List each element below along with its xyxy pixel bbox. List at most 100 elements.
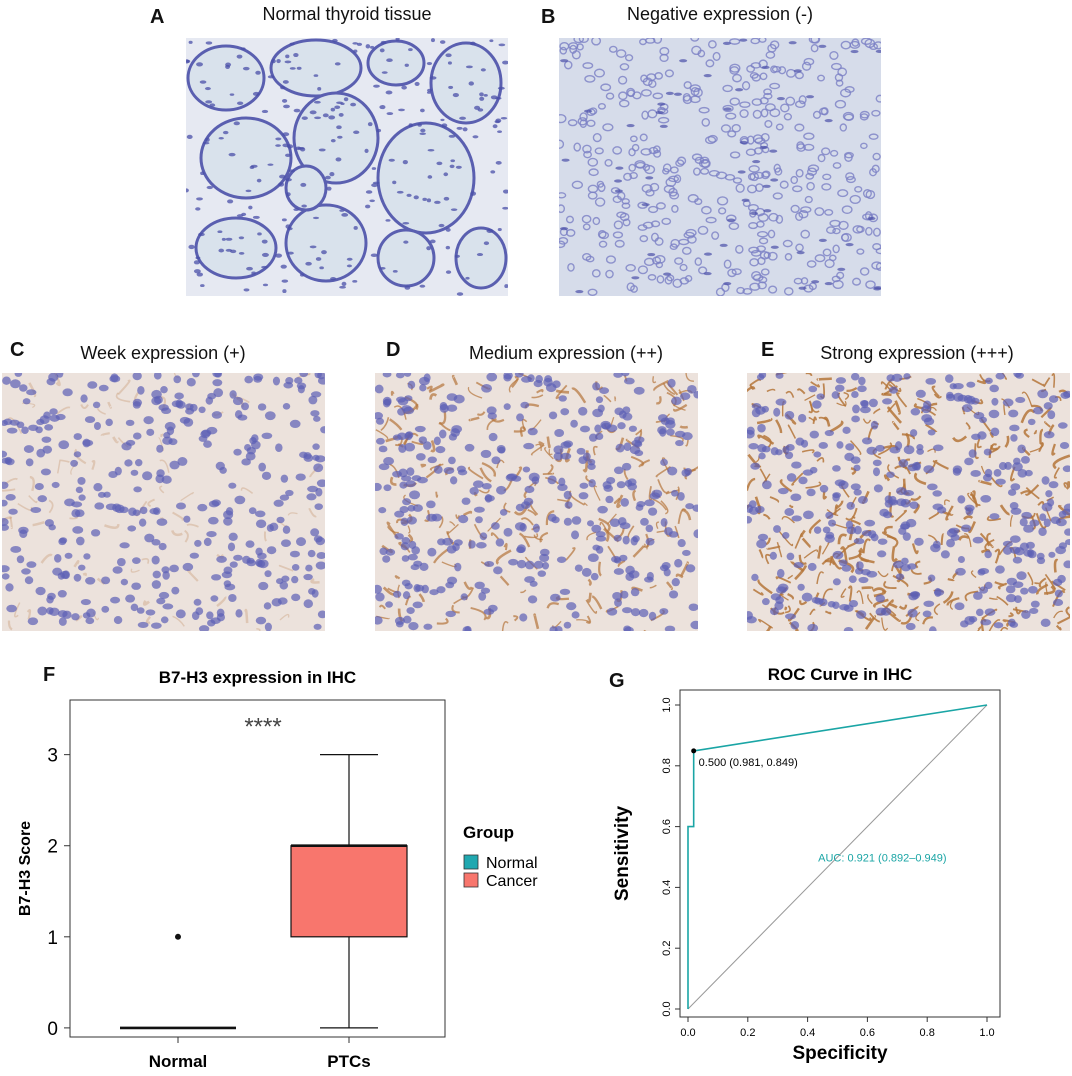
cell-nucleus bbox=[916, 448, 924, 454]
cell-nucleus bbox=[383, 484, 391, 491]
cell-nucleus bbox=[328, 115, 335, 119]
cell-nucleus bbox=[687, 385, 697, 394]
cell-nucleus bbox=[319, 148, 326, 151]
cell-nucleus bbox=[777, 569, 785, 578]
cell-nucleus bbox=[910, 429, 917, 437]
stromal-nucleus bbox=[679, 59, 687, 62]
cell-nucleus bbox=[239, 252, 245, 255]
cell-nucleus bbox=[572, 611, 580, 618]
cell-nucleus bbox=[426, 246, 431, 250]
cell-nucleus bbox=[771, 447, 779, 455]
cell-nucleus bbox=[578, 407, 587, 416]
cell-nucleus bbox=[368, 122, 373, 126]
membrane-stain bbox=[818, 379, 832, 380]
cell-nucleus bbox=[853, 465, 860, 472]
cell-nucleus bbox=[560, 589, 570, 595]
cell-nucleus bbox=[283, 105, 290, 109]
cell-nucleus bbox=[757, 444, 766, 452]
cell-nucleus bbox=[478, 108, 484, 111]
cell-nucleus bbox=[275, 144, 281, 147]
cell-nucleus bbox=[152, 556, 160, 565]
cell-nucleus bbox=[999, 462, 1007, 470]
membrane-stain bbox=[948, 579, 954, 580]
cell-nucleus bbox=[337, 136, 342, 139]
cell-nucleus bbox=[264, 602, 272, 609]
cell-nucleus bbox=[1049, 395, 1058, 403]
cell-nucleus bbox=[161, 616, 169, 623]
cell-nucleus bbox=[370, 46, 374, 49]
cell-nucleus bbox=[678, 539, 686, 547]
cell-nucleus bbox=[497, 445, 506, 453]
cell-nucleus bbox=[137, 386, 144, 395]
cell-nucleus bbox=[1031, 601, 1040, 608]
cell-nucleus bbox=[791, 515, 801, 521]
y-tick-label: 0.4 bbox=[661, 880, 673, 895]
cell-nucleus bbox=[873, 467, 880, 476]
cell-nucleus bbox=[667, 467, 677, 476]
cell-nucleus bbox=[372, 167, 376, 170]
stromal-nucleus bbox=[615, 189, 623, 192]
cell-nucleus bbox=[269, 523, 278, 531]
cell-nucleus bbox=[1029, 608, 1038, 614]
cell-nucleus bbox=[784, 508, 794, 516]
stromal-nucleus bbox=[846, 243, 854, 246]
cell-nucleus bbox=[773, 525, 781, 533]
cell-nucleus bbox=[28, 617, 38, 625]
y-tick-label: 2 bbox=[47, 837, 58, 858]
cell-nucleus bbox=[331, 139, 336, 142]
cell-nucleus bbox=[205, 87, 211, 90]
cell-nucleus bbox=[253, 216, 260, 219]
cell-nucleus bbox=[41, 468, 51, 475]
cell-nucleus bbox=[392, 471, 402, 478]
cell-nucleus bbox=[121, 442, 131, 450]
cell-nucleus bbox=[946, 392, 954, 399]
cell-nucleus bbox=[385, 219, 390, 222]
cell-nucleus bbox=[836, 377, 846, 384]
cell-nucleus bbox=[797, 584, 804, 591]
cell-nucleus bbox=[426, 500, 436, 508]
cell-nucleus bbox=[64, 498, 75, 506]
stromal-nucleus bbox=[770, 178, 778, 181]
cell-nucleus bbox=[1020, 543, 1029, 551]
cell-nucleus bbox=[290, 551, 300, 558]
stromal-nucleus bbox=[720, 244, 728, 247]
cell-nucleus bbox=[132, 557, 141, 564]
x-tick-label: 0.0 bbox=[680, 1027, 695, 1039]
cell-nucleus bbox=[49, 415, 59, 422]
thyroid-follicle bbox=[188, 46, 264, 110]
cell-nucleus bbox=[851, 483, 861, 490]
cell-nucleus bbox=[571, 530, 579, 539]
cell-nucleus bbox=[43, 446, 53, 454]
cell-nucleus bbox=[329, 172, 334, 176]
cell-nucleus bbox=[434, 201, 441, 204]
cell-nucleus bbox=[280, 86, 285, 89]
cell-nucleus bbox=[283, 403, 290, 410]
y-axis-label: Sensitivity bbox=[612, 806, 633, 901]
cell-nucleus bbox=[256, 617, 266, 625]
cell-nucleus bbox=[564, 622, 572, 629]
cell-nucleus bbox=[596, 531, 606, 537]
cell-nucleus bbox=[498, 43, 505, 46]
cell-nucleus bbox=[353, 131, 359, 134]
cell-nucleus bbox=[423, 624, 432, 630]
cell-nucleus bbox=[527, 374, 534, 382]
cell-nucleus bbox=[262, 240, 268, 244]
cell-nucleus bbox=[262, 110, 268, 113]
cell-nucleus bbox=[871, 421, 878, 430]
cell-nucleus bbox=[607, 424, 618, 432]
thyroid-follicle bbox=[196, 218, 276, 278]
cell-nucleus bbox=[851, 391, 859, 398]
cell-nucleus bbox=[146, 609, 156, 615]
cell-nucleus bbox=[85, 618, 94, 625]
cell-nucleus bbox=[211, 574, 221, 580]
cell-nucleus bbox=[599, 387, 609, 394]
threshold-label: 0.500 (0.981, 0.849) bbox=[699, 757, 798, 769]
cell-nucleus bbox=[70, 460, 78, 467]
cell-nucleus bbox=[281, 265, 287, 269]
cell-nucleus bbox=[624, 378, 635, 385]
cell-nucleus bbox=[125, 595, 135, 603]
cell-nucleus bbox=[219, 467, 227, 474]
cell-nucleus bbox=[540, 549, 550, 556]
cell-nucleus bbox=[803, 511, 814, 520]
y-tick-label: 1 bbox=[47, 928, 58, 949]
